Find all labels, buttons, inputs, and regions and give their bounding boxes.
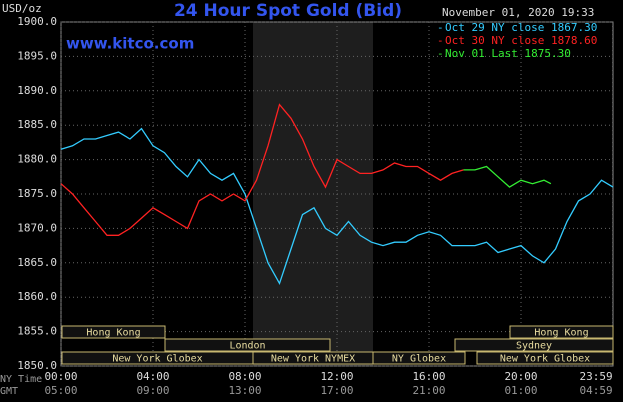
y-tick-label: 1860.0: [17, 290, 57, 303]
session-label: NY Globex: [392, 354, 446, 365]
legend-label: Nov 01 Last 1875.30: [445, 47, 571, 60]
x-row-label: GMT: [0, 386, 18, 397]
annotation: www.kitco.com: [66, 35, 194, 53]
legend-label: Oct 29 NY close 1867.30: [445, 21, 597, 34]
x-tick-label: 04:00: [136, 370, 169, 383]
y-tick-label: 1850.0: [17, 359, 57, 372]
session-box: [476, 351, 614, 365]
x-tick-label: 00:00: [44, 370, 77, 383]
legend-marker: -: [437, 21, 444, 34]
session-box: [509, 325, 614, 339]
legend-label: Oct 30 NY close 1878.60: [445, 34, 597, 47]
session-label: Sydney: [516, 341, 552, 352]
series-line: [463, 165, 552, 188]
x-tick-label: 08:00: [228, 370, 261, 383]
y-tick-label: 1875.0: [17, 187, 57, 200]
gmt-tick-label: 17:00: [320, 384, 353, 397]
gmt-tick-label: 13:00: [228, 384, 261, 397]
series-line: [60, 103, 464, 236]
session-label: New York NYMEX: [271, 354, 355, 365]
y-axis-label: USD/oz: [2, 2, 42, 15]
session-box: [454, 338, 614, 352]
x-tick-label: 16:00: [412, 370, 445, 383]
x-tick-label: 23:59: [579, 370, 612, 383]
session-label: Hong Kong: [534, 328, 588, 339]
legend-marker: -: [437, 34, 444, 47]
y-tick-label: 1890.0: [17, 84, 57, 97]
y-tick-label: 1865.0: [17, 256, 57, 269]
gmt-tick-label: 01:00: [504, 384, 537, 397]
y-tick-label: 1880.0: [17, 153, 57, 166]
session-label: New York Globex: [500, 354, 590, 365]
session-label: London: [229, 341, 265, 352]
y-tick-label: 1855.0: [17, 325, 57, 338]
y-tick-label: 1900.0: [17, 15, 57, 28]
timestamp: November 01, 2020 19:33: [442, 6, 594, 19]
gmt-tick-label: 21:00: [412, 384, 445, 397]
x-tick-label: 12:00: [320, 370, 353, 383]
x-tick-label: 20:00: [504, 370, 537, 383]
session-box: [164, 338, 331, 352]
legend-marker: -: [437, 47, 444, 60]
session-box: [61, 325, 166, 339]
x-row-label: NY Time: [0, 374, 42, 385]
chart-title: 24 Hour Spot Gold (Bid): [174, 1, 402, 21]
session-label: Hong Kong: [86, 328, 140, 339]
y-tick-label: 1885.0: [17, 118, 57, 131]
series-line: [60, 127, 614, 286]
gmt-tick-label: 05:00: [44, 384, 77, 397]
y-tick-label: 1895.0: [17, 49, 57, 62]
gmt-tick-label: 09:00: [136, 384, 169, 397]
gmt-tick-label: 04:59: [579, 384, 612, 397]
y-tick-label: 1870.0: [17, 221, 57, 234]
session-label: New York Globex: [112, 354, 202, 365]
session-box: [372, 351, 466, 365]
